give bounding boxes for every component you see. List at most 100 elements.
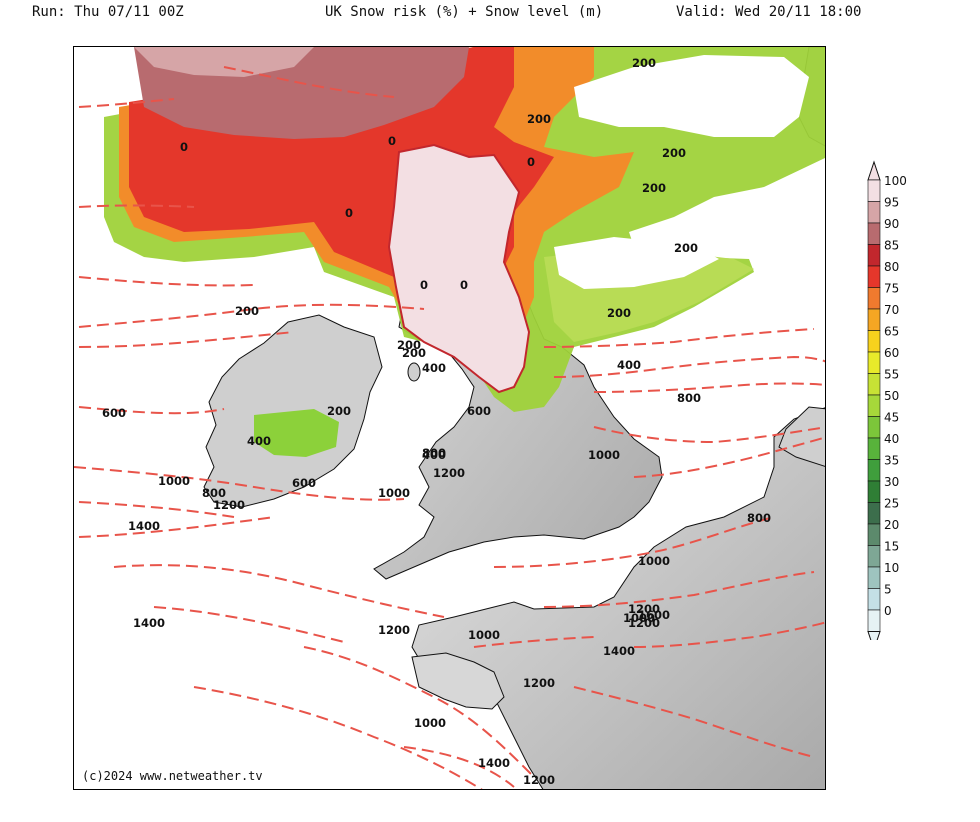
- legend-swatch: [867, 609, 881, 632]
- legend-swatch: [867, 179, 881, 202]
- ireland-land: [203, 314, 383, 508]
- denmark-land: [778, 406, 825, 467]
- contour-line: [78, 303, 425, 328]
- contour-label: 200: [397, 338, 421, 352]
- legend-label: 25: [884, 497, 899, 511]
- contour-label: 200: [642, 181, 666, 195]
- contour-label: 600: [292, 476, 316, 490]
- contour-label: 1200: [433, 466, 465, 480]
- legend-labels: 1009590858075706560555045403530252015105…: [884, 174, 907, 618]
- legend-swatch: [867, 480, 881, 503]
- snow-risk-scotland-peak: [387, 143, 531, 394]
- legend-swatch: [867, 545, 881, 568]
- legend-swatch: [867, 265, 881, 288]
- contour-label: 1200: [628, 616, 660, 630]
- contour-label: 1400: [133, 616, 165, 630]
- contour-label: 1200: [378, 623, 410, 637]
- contour-label: 1000: [588, 448, 620, 462]
- contour-label: 200: [402, 346, 426, 360]
- contour-label: 0: [388, 134, 396, 148]
- contour-label: 200: [662, 146, 686, 160]
- contour-label: 1200: [523, 676, 555, 690]
- contour-label: 600: [467, 404, 491, 418]
- contour-label: 1000: [468, 628, 500, 642]
- legend-label: 15: [884, 540, 899, 554]
- legend-label: 5: [884, 583, 892, 597]
- contour-label: 1000: [638, 554, 670, 568]
- contour-line: [78, 406, 225, 415]
- contour-line: [573, 686, 815, 758]
- legend-label: 20: [884, 518, 899, 532]
- contour-label: 400: [422, 361, 446, 375]
- snow-risk-layer: [104, 47, 825, 457]
- legend-label: 10: [884, 561, 899, 575]
- legend-label: 65: [884, 325, 899, 339]
- contour-label: 0: [460, 278, 468, 292]
- legend-swatch: [867, 308, 881, 331]
- legend-label: 75: [884, 282, 899, 296]
- contour-line: [403, 746, 515, 788]
- contour-line: [553, 355, 825, 378]
- brittany-land: [411, 652, 505, 710]
- contour-label: 800: [747, 511, 771, 525]
- contour-line: [493, 516, 775, 568]
- legend-swatch: [867, 330, 881, 353]
- legend-label: 70: [884, 303, 899, 317]
- contour-line: [543, 571, 815, 608]
- contour-label: 0: [420, 278, 428, 292]
- legend-swatch: [867, 351, 881, 374]
- contour-line: [473, 636, 595, 648]
- snow-risk-peak-band: [134, 47, 314, 77]
- legend-swatch: [867, 222, 881, 245]
- legend-label: 85: [884, 239, 899, 253]
- legend-label: 35: [884, 454, 899, 468]
- legend-bottom-arrow: [867, 631, 881, 640]
- contour-label: 1000: [378, 486, 410, 500]
- legend-swatch: [867, 523, 881, 546]
- contour-label: 1200: [213, 498, 245, 512]
- legend-label: 55: [884, 368, 899, 382]
- legend-swatch: [867, 373, 881, 396]
- contour-line: [74, 466, 405, 501]
- contour-line: [153, 606, 345, 643]
- legend-swatch: [867, 437, 881, 460]
- legend-label: 80: [884, 260, 899, 274]
- contour-line: [633, 436, 825, 478]
- legend-swatch: [867, 566, 881, 589]
- legend-label: 50: [884, 389, 899, 403]
- contour-label: 200: [327, 404, 351, 418]
- legend-swatch: [867, 416, 881, 439]
- valid-time-label: Valid: Wed 20/11 18:00: [676, 4, 862, 20]
- continent-land: [411, 407, 825, 789]
- contour-label: 1400: [128, 519, 160, 533]
- contour-line: [193, 686, 483, 789]
- contour-label: 1000: [158, 474, 190, 488]
- contour-line: [303, 646, 535, 778]
- contour-label: 1200: [523, 773, 555, 787]
- contour-label: 400: [247, 434, 271, 448]
- contour-line: [78, 516, 275, 538]
- legend-top-arrow: [867, 160, 881, 181]
- snow-free-area-ne: [574, 55, 809, 137]
- contour-line: [633, 621, 825, 648]
- contour-label: 200: [632, 56, 656, 70]
- legend-swatch: [867, 287, 881, 310]
- snow-free-area-east: [554, 237, 719, 289]
- contour-label: 200: [674, 241, 698, 255]
- copyright-credit: (c)2024 www.netweather.tv: [82, 769, 263, 783]
- legend-color-bar: [867, 160, 881, 640]
- legend-label: 30: [884, 475, 899, 489]
- contour-line: [593, 382, 825, 393]
- contour-layer: [74, 66, 825, 789]
- snow-risk-ireland-patch: [254, 409, 339, 457]
- contour-label: 1000: [623, 611, 655, 625]
- contour-label: 200: [527, 112, 551, 126]
- legend-label: 60: [884, 346, 899, 360]
- contour-label: 1600: [638, 608, 670, 622]
- contour-label: 800: [422, 446, 446, 460]
- contour-line: [593, 426, 825, 444]
- legend-swatch: [867, 588, 881, 611]
- contour-label: 200: [235, 304, 259, 318]
- map-panel: 0 0 0 0 0 0 200 200 200 200 200 200 200 200 200 200 400 4…: [73, 46, 826, 790]
